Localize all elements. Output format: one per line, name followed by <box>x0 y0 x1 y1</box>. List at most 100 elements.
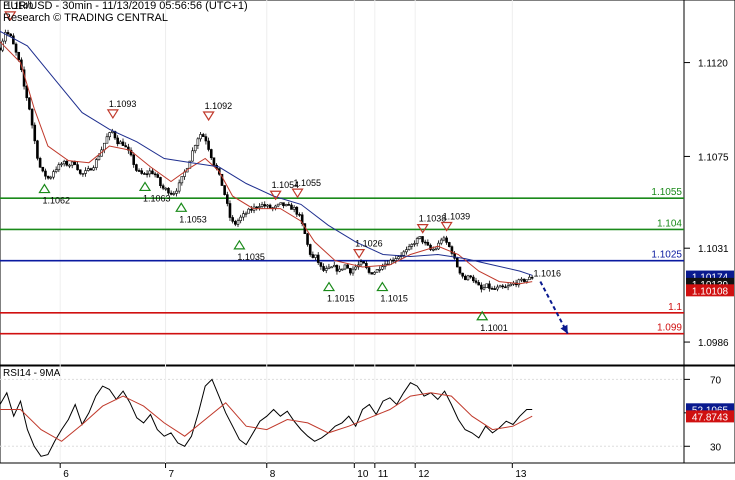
candle-body <box>49 176 53 179</box>
candle-body <box>119 141 122 145</box>
swing-low-marker <box>476 310 489 321</box>
candle-body <box>501 285 505 288</box>
candle-body <box>525 279 529 282</box>
candle-body <box>442 237 446 241</box>
candle-body <box>314 254 317 258</box>
candle-body <box>9 33 12 37</box>
candle-body <box>177 182 181 192</box>
swing-high-label: 1.1038 <box>419 214 447 224</box>
candle-body <box>209 149 213 159</box>
swing-high-marker <box>269 190 282 201</box>
price-badge-label: 1.10108 <box>692 286 729 297</box>
candle-body <box>413 243 416 245</box>
candle-body <box>0 47 2 51</box>
swing-low-label: 1.1063 <box>143 193 171 203</box>
candle-body <box>220 173 224 186</box>
rsi-panel-title: RSI14 - 9MA <box>3 368 61 379</box>
candle-body <box>6 32 10 35</box>
projection-arrow-head <box>560 324 568 334</box>
candle-body <box>373 272 376 275</box>
candle-body <box>308 244 312 255</box>
swing-high-marker <box>202 111 215 122</box>
price-annotation-label: 1.1016 <box>534 268 562 278</box>
candle-body <box>223 185 226 195</box>
candle-body <box>52 171 55 178</box>
candle-body <box>33 124 37 142</box>
chart-subtitle: Research © TRADING CENTRAL <box>3 12 168 24</box>
candle-body <box>108 132 111 138</box>
time-axis-label: 11 <box>378 469 389 480</box>
candle-body <box>370 272 374 275</box>
candle-body <box>485 283 488 288</box>
candle-body <box>129 149 133 156</box>
candle-body <box>180 176 184 184</box>
rsi-axis-label: 30 <box>710 442 722 453</box>
candle-body <box>167 187 170 194</box>
rsi-line <box>0 378 533 457</box>
swing-low-marker <box>322 281 336 292</box>
candle-body <box>418 236 422 239</box>
candle-body <box>445 237 448 243</box>
swing-high-label: 1.1140 <box>6 1 33 11</box>
candle-body <box>242 213 245 218</box>
candle-body <box>520 278 523 281</box>
candle-body <box>410 243 414 247</box>
candle-body <box>461 272 464 277</box>
rsi-badge <box>686 410 734 423</box>
candle-body <box>338 268 341 272</box>
candle-body <box>30 108 34 126</box>
candle-body <box>332 265 336 268</box>
level-label: 1.1055 <box>651 187 682 198</box>
candle-body <box>73 161 77 165</box>
time-axis-label: 12 <box>418 469 430 480</box>
price-badge <box>686 284 734 297</box>
candle-body <box>70 161 74 166</box>
candle-body <box>199 134 202 140</box>
swing-low-label: 1.1035 <box>237 252 265 262</box>
moving-average-fast <box>0 41 533 285</box>
candle-body <box>517 279 521 286</box>
candle-body <box>28 97 31 110</box>
candle-body <box>124 145 127 148</box>
candle-body <box>92 167 95 171</box>
candle-body <box>14 43 18 53</box>
candle-body <box>421 236 424 243</box>
candle-body <box>458 266 462 274</box>
candle-body <box>201 134 205 137</box>
level-label: 1.099 <box>657 323 682 334</box>
candle-body <box>41 166 45 172</box>
price-panel-bg <box>0 0 685 366</box>
swing-high-marker <box>106 109 119 120</box>
candle-body <box>234 221 237 225</box>
projection-arrow-line <box>539 281 569 335</box>
chart-title: EUR/USD - 30min - 11/13/2019 05:56:56 (U… <box>3 0 248 12</box>
swing-low-label: 1.1053 <box>179 214 207 224</box>
candle-body <box>226 194 229 204</box>
candle-body <box>455 257 459 268</box>
candle-body <box>394 258 398 261</box>
candle-body <box>135 164 138 171</box>
candle-body <box>17 51 21 61</box>
candle-body <box>175 190 178 194</box>
candle-body <box>145 173 149 176</box>
candle-body <box>340 268 344 271</box>
candle-body <box>212 157 216 166</box>
candle-body <box>159 177 162 187</box>
candle-body <box>54 169 58 172</box>
candle-body <box>506 285 510 288</box>
candle-body <box>402 251 406 256</box>
candle-body <box>250 208 253 211</box>
candle-body <box>426 242 430 246</box>
candle-body <box>311 254 315 258</box>
candle-body <box>84 170 87 174</box>
candle-body <box>431 248 435 251</box>
candle-body <box>290 204 293 210</box>
swing-high-label: 1.1093 <box>109 99 137 109</box>
candle-body <box>359 261 363 266</box>
candle-body <box>137 170 141 172</box>
candle-body <box>231 217 234 222</box>
candle-body <box>439 239 443 244</box>
candle-body <box>391 259 395 262</box>
swing-high-label: 1.1054 <box>272 180 300 190</box>
